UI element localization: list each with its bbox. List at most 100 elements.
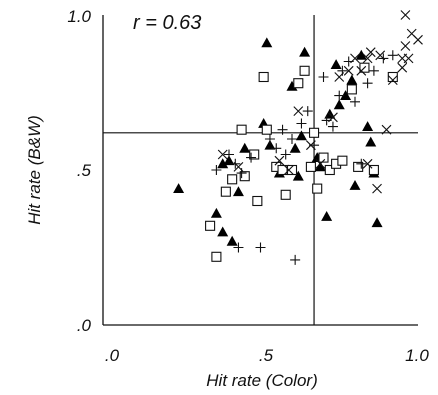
data-point-plus [387, 50, 398, 61]
data-point-filled-triangle [340, 90, 352, 100]
y-tick-label-mid: .5 [77, 161, 92, 180]
y-tick-label-top: 1.0 [67, 7, 91, 26]
data-point-filled-triangle [346, 74, 358, 85]
data-point-filled-triangle [289, 142, 301, 153]
data-point-open-square [353, 161, 364, 172]
data-point-cross [283, 165, 294, 175]
data-point-filled-triangle [226, 235, 238, 246]
data-point-filled-triangle [349, 180, 361, 190]
data-point-filled-triangle [223, 155, 235, 166]
data-point-plus [368, 65, 379, 76]
data-point-open-square [337, 155, 348, 166]
data-point-filled-triangle [295, 130, 307, 141]
data-point-open-square [249, 149, 260, 160]
data-point-plus [233, 242, 244, 253]
data-point-filled-triangle [365, 136, 377, 147]
data-point-cross [397, 62, 408, 73]
data-point-cross [350, 53, 360, 64]
data-point-plus [211, 165, 222, 175]
x-tick-label-mid: .5 [259, 346, 274, 365]
data-point-cross [274, 155, 285, 166]
data-point-open-square [239, 171, 250, 182]
data-point-open-square [286, 164, 298, 176]
data-point-open-square [346, 84, 357, 95]
data-point-open-square [293, 78, 304, 89]
data-point-open-square [211, 251, 222, 262]
data-point-cross [400, 10, 411, 20]
data-point-plus [350, 96, 360, 107]
data-point-plus [255, 242, 266, 253]
data-point-open-square [261, 124, 272, 135]
data-point-open-square [299, 65, 310, 76]
data-point-cross [372, 183, 382, 194]
x-axis-title: Hit rate (Color) [206, 371, 317, 390]
data-point-plus [318, 72, 329, 82]
data-point-plus [334, 90, 345, 101]
data-point-cross [233, 162, 244, 172]
data-point-cross [381, 124, 392, 135]
x-tick-label-left: .0 [105, 346, 120, 365]
data-point-cross [343, 65, 354, 76]
correlation-annotation: r = 0.63 [133, 12, 201, 34]
data-point-cross [356, 65, 367, 76]
data-point-filled-triangle [232, 186, 244, 197]
data-point-open-square [387, 71, 398, 83]
data-point-plus [362, 78, 373, 89]
data-point-open-square [368, 164, 379, 176]
data-point-plus [277, 124, 288, 135]
data-point-open-square [308, 127, 320, 138]
data-point-filled-triangle [355, 49, 367, 60]
data-point-plus [290, 254, 301, 265]
data-point-open-square [280, 189, 291, 200]
data-point-plus [264, 134, 275, 144]
data-point-filled-triangle [292, 170, 304, 181]
data-point-open-square [318, 152, 329, 163]
data-point-cross [362, 158, 373, 169]
data-point-cross [413, 34, 423, 45]
data-point-filled-triangle [239, 142, 251, 153]
data-point-filled-triangle [321, 211, 333, 221]
data-point-plus [271, 143, 282, 154]
data-point-cross [328, 112, 338, 123]
data-point-filled-triangle [264, 139, 276, 150]
data-point-filled-triangle [333, 99, 345, 110]
data-point-open-square [312, 183, 323, 194]
data-point-cross [400, 41, 411, 51]
data-point-plus [287, 134, 297, 144]
data-point-cross [293, 106, 304, 116]
data-point-plus [327, 121, 338, 132]
y-tick-label-bottom: .0 [77, 316, 92, 335]
x-tick-label-right: 1.0 [405, 346, 429, 365]
data-point-plus [280, 149, 291, 160]
data-point-cross [217, 149, 228, 160]
data-point-filled-triangle [217, 158, 229, 169]
data-points [173, 10, 423, 265]
data-point-open-square [236, 124, 247, 135]
data-point-plus [246, 152, 257, 163]
data-point-open-square [227, 174, 238, 185]
data-point-open-square [305, 161, 316, 172]
data-point-plus [296, 118, 307, 129]
data-point-plus [224, 149, 234, 160]
data-point-open-square [220, 186, 231, 197]
data-point-cross [306, 140, 316, 151]
data-point-cross [334, 72, 345, 82]
data-point-filled-triangle [217, 226, 229, 237]
data-point-plus [302, 106, 313, 117]
data-point-cross [375, 50, 386, 61]
data-point-open-square [252, 195, 263, 207]
data-point-cross [362, 53, 373, 64]
data-point-filled-triangle [299, 46, 311, 57]
data-point-open-square [324, 164, 335, 176]
data-point-cross [403, 53, 414, 64]
data-point-filled-triangle [371, 217, 383, 228]
data-point-filled-triangle [210, 207, 222, 218]
data-point-filled-triangle [330, 59, 342, 69]
data-point-plus [356, 158, 367, 169]
data-point-filled-triangle [261, 37, 273, 48]
data-point-cross [315, 158, 326, 169]
y-axis-title: Hit rate (B&W) [25, 115, 44, 225]
data-point-open-square [258, 71, 269, 83]
